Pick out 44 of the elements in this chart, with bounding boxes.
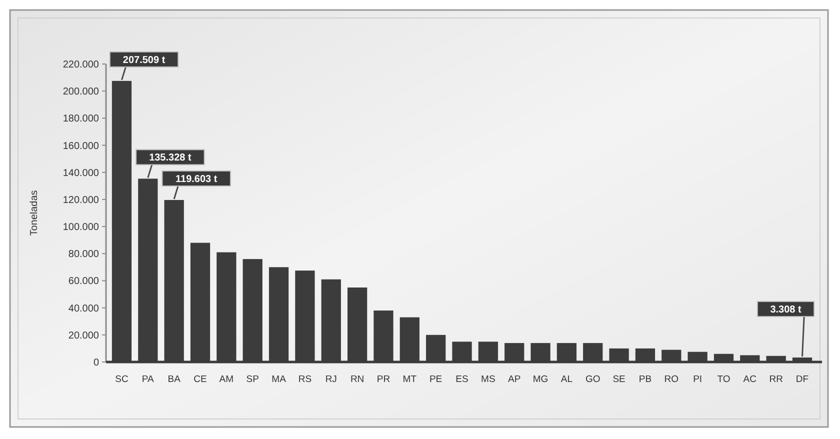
x-tick-label: MG <box>532 374 548 385</box>
x-tick-label: PI <box>693 374 702 385</box>
x-tick-label: AL <box>560 374 573 385</box>
data-label: 119.603 t <box>176 174 218 185</box>
y-tick-label: 0 <box>93 358 100 368</box>
y-tick-label: 180.000 <box>62 114 100 125</box>
y-tick-label: 160.000 <box>62 140 100 152</box>
x-tick-label: PR <box>376 374 390 385</box>
x-tick-label: TO <box>717 374 730 385</box>
y-tick-label: 220.000 <box>62 60 100 70</box>
y-tick-label: 40.000 <box>68 303 100 314</box>
x-tick-label: PE <box>429 374 442 385</box>
x-tick-label: ES <box>456 374 468 385</box>
x-tick-label: RJ <box>325 374 338 385</box>
x-tick-label: SP <box>246 374 259 385</box>
y-tick-label: 200.000 <box>62 86 100 98</box>
x-tick-label: AP <box>508 374 521 385</box>
x-tick-label: RO <box>664 374 679 385</box>
x-tick-label: MS <box>481 374 496 385</box>
x-tick-label: GO <box>585 374 600 385</box>
x-tick-label: MA <box>272 374 287 385</box>
x-tick-label: AM <box>219 374 234 385</box>
x-tick-label: BA <box>168 374 182 385</box>
x-tick-label: DF <box>796 374 809 385</box>
x-tick-label: PB <box>638 374 652 385</box>
y-tick-label: 20.000 <box>68 330 100 342</box>
y-tick-label: 140.000 <box>62 168 100 179</box>
x-tick-label: PA <box>142 374 155 385</box>
x-tick-label: SE <box>612 374 626 385</box>
data-label: 135.328 t <box>149 152 192 164</box>
x-tick-label: RS <box>298 374 312 385</box>
y-tick-label: 120.000 <box>62 194 100 206</box>
x-tick-label: SC <box>115 374 128 385</box>
x-tick-label: MT <box>402 374 417 385</box>
x-tick-label: RR <box>769 374 784 385</box>
data-label: 207.509 t <box>122 54 166 66</box>
y-tick-label: 80.000 <box>68 249 100 260</box>
x-tick-label: AC <box>743 374 757 385</box>
x-tick-label: CE <box>194 374 207 385</box>
y-tick-label: 60.000 <box>68 276 100 288</box>
x-tick-label: RN <box>350 374 364 385</box>
data-label: 3.308 t <box>770 304 802 316</box>
y-axis-title: Toneladas <box>29 190 40 236</box>
y-tick-label: 100.000 <box>62 222 100 234</box>
